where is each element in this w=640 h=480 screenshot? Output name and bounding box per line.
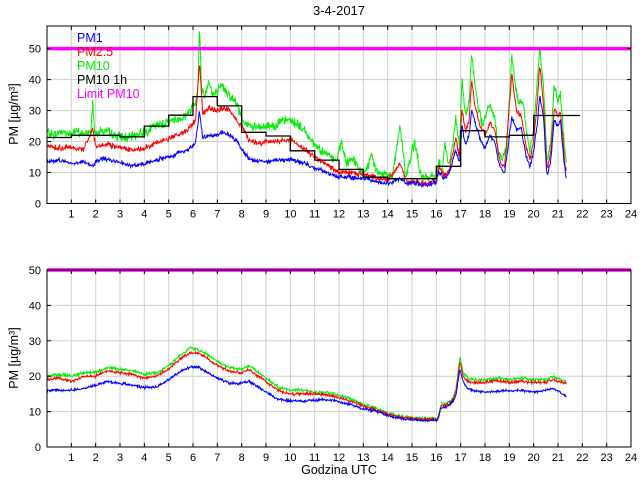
x-tick-label: 20	[528, 209, 540, 221]
x-tick-label: 7	[214, 209, 220, 221]
x-tick-label: 7	[214, 452, 220, 464]
x-tick-label: 17	[455, 452, 467, 464]
x-tick-label: 3	[117, 209, 123, 221]
y-axis-label-bottom: PM [µg/m³]	[7, 327, 21, 389]
y-tick-label: 50	[29, 44, 41, 56]
x-tick-label: 9	[263, 452, 269, 464]
x-tick-label: 19	[503, 452, 515, 464]
x-tick-label: 18	[479, 452, 491, 464]
x-tick-label: 10	[284, 452, 296, 464]
x-tick-label: 2	[93, 452, 99, 464]
x-tick-label: 15	[406, 452, 418, 464]
x-tick-label: 8	[239, 209, 245, 221]
x-tick-label: 4	[141, 209, 147, 221]
y-tick-label: 10	[29, 168, 41, 180]
series-pm2-5	[47, 350, 567, 423]
legend-item-pm1: PM1	[77, 31, 103, 45]
x-tick-label: 22	[576, 452, 588, 464]
legend-item-pm10-1h: PM10 1h	[77, 73, 128, 87]
x-tick-label: 11	[309, 452, 320, 464]
y-axis-label-top: PM [µg/m³]	[7, 83, 21, 145]
x-tick-label: 13	[357, 209, 369, 221]
x-tick-label: 3	[117, 452, 123, 464]
x-axis-label: Godzina UTC	[301, 463, 377, 477]
x-tick-label: 5	[166, 209, 172, 221]
y-tick-label: 50	[29, 265, 41, 277]
series-pm10	[47, 345, 567, 422]
x-tick-label: 6	[190, 452, 196, 464]
legend-item-limit-pm10: Limit PM10	[77, 87, 140, 101]
series-pm10-1h-step	[47, 95, 580, 180]
x-tick-label: 22	[576, 209, 588, 221]
series-pm1	[47, 95, 567, 188]
y-tick-label: 10	[29, 407, 41, 419]
x-tick-label: 16	[430, 452, 442, 464]
x-tick-label: 18	[479, 209, 491, 221]
x-tick-label: 8	[239, 452, 245, 464]
legend-item-pm10: PM10	[77, 59, 110, 73]
x-tick-label: 14	[382, 209, 394, 221]
x-tick-label: 1	[68, 452, 74, 464]
x-tick-label: 12	[333, 452, 345, 464]
x-tick-label: 15	[406, 209, 418, 221]
x-tick-label: 10	[284, 209, 296, 221]
x-tick-label: 6	[190, 209, 196, 221]
plot-top: 1 2 3 4 5 6 7 8 9 10 11 12 13 14 15 16 17 18 19 20 21 22 23 240…	[29, 25, 637, 221]
x-tick-label: 13	[357, 452, 369, 464]
y-tick-label: 40	[29, 75, 41, 87]
y-tick-label: 30	[29, 106, 41, 118]
x-tick-label: 19	[503, 209, 515, 221]
x-tick-label: 16	[430, 209, 442, 221]
x-tick-label: 23	[601, 452, 613, 464]
y-tick-label: 20	[29, 371, 41, 383]
y-tick-label: 40	[29, 300, 41, 312]
series-pm1	[47, 365, 567, 423]
x-tick-label: 20	[528, 452, 540, 464]
x-tick-label: 12	[333, 209, 345, 221]
x-tick-label: 17	[455, 209, 467, 221]
y-tick-label: 20	[29, 137, 41, 149]
series-pm10	[47, 31, 567, 182]
legend: PM1 PM2.5 PM10 PM10 1h Limit PM10	[77, 31, 140, 101]
y-tick-label: 30	[29, 336, 41, 348]
x-tick-label: 9	[263, 209, 269, 221]
x-tick-label: 23	[601, 209, 613, 221]
x-tick-label: 5	[166, 452, 172, 464]
y-tick-label: 0	[35, 442, 41, 454]
plot-bottom: 1 2 3 4 5 6 7 8 9 10 11 12 13 14 15 16 17 18 19 20 21 22 23 240…	[29, 265, 637, 464]
legend-item-pm2-5: PM2.5	[77, 45, 114, 59]
series-pm2-5	[47, 65, 567, 187]
x-tick-label: 24	[625, 452, 637, 464]
x-tick-label: 11	[309, 209, 320, 221]
x-tick-label: 2	[93, 209, 99, 221]
x-tick-label: 1	[68, 209, 74, 221]
x-tick-label: 21	[552, 209, 564, 221]
y-tick-label: 0	[35, 199, 41, 211]
chart-title: 3-4-2017	[312, 3, 366, 18]
x-tick-label: 21	[552, 452, 564, 464]
x-tick-label: 24	[625, 209, 637, 221]
x-tick-label: 14	[382, 452, 394, 464]
x-tick-label: 4	[141, 452, 147, 464]
